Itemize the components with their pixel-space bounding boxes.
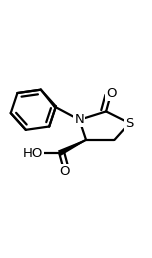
Text: O: O [59, 165, 69, 178]
Text: HO: HO [22, 147, 43, 160]
Text: O: O [106, 86, 116, 100]
Text: N: N [74, 113, 84, 126]
Polygon shape [58, 139, 86, 156]
Text: S: S [125, 117, 134, 130]
